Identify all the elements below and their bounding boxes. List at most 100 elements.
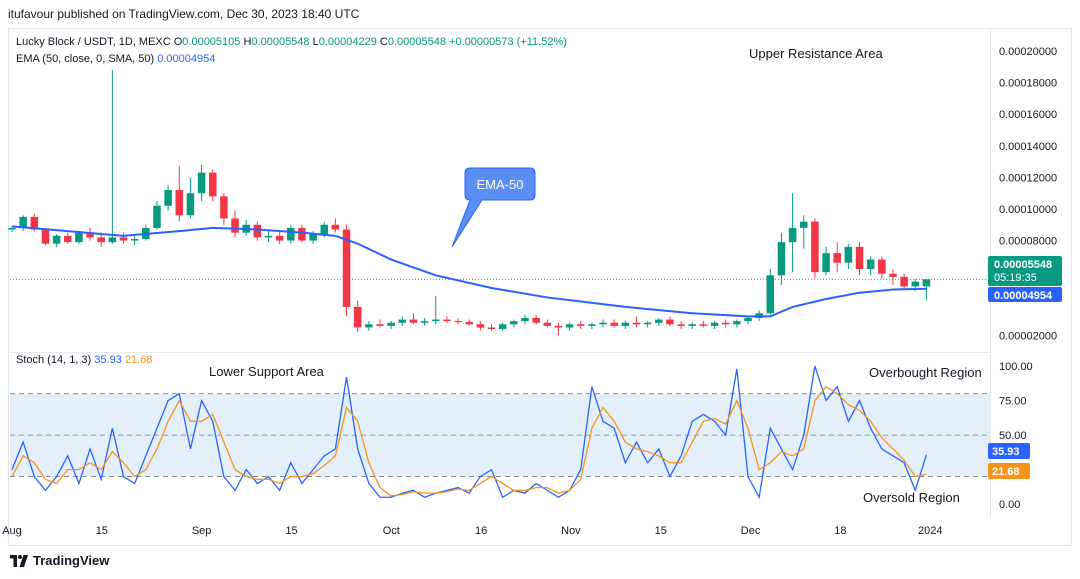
time-tick-label: Nov bbox=[561, 525, 581, 537]
ema-line bbox=[11, 225, 927, 318]
time-tick-label: 16 bbox=[475, 525, 487, 537]
candle-body bbox=[365, 324, 373, 328]
candle-body bbox=[97, 237, 105, 243]
candle-body bbox=[331, 224, 340, 230]
price-badge bbox=[988, 256, 1062, 286]
time-tick-label: 15 bbox=[96, 525, 108, 537]
stoch-band-group bbox=[10, 393, 990, 477]
candle-body bbox=[409, 319, 418, 323]
candle-body bbox=[855, 246, 864, 269]
candle-body bbox=[454, 321, 462, 323]
candle-body bbox=[264, 235, 273, 238]
time-tick-label: Dec bbox=[741, 525, 761, 537]
stoch-legend: Stoch (14, 1, 3) 35.93 21.68 bbox=[16, 354, 152, 366]
stoch-k-value: 35.93 bbox=[94, 354, 122, 366]
candle-body bbox=[387, 322, 395, 326]
candle-body bbox=[744, 317, 752, 322]
candle-body bbox=[610, 322, 618, 326]
candle-body bbox=[298, 227, 306, 241]
candle-body bbox=[208, 172, 217, 197]
candle-body bbox=[420, 321, 429, 323]
candle-body bbox=[699, 324, 708, 326]
candle-body bbox=[911, 281, 920, 287]
candle-body bbox=[164, 190, 172, 206]
time-tick-label: 2024 bbox=[918, 525, 942, 537]
ema-badge-value: 0.00004954 bbox=[994, 290, 1053, 302]
oversold-label: Oversold Region bbox=[863, 490, 960, 505]
price-tick-label: 0.00018000 bbox=[999, 78, 1057, 90]
time-tick-label: Oct bbox=[383, 525, 400, 537]
overbought-label: Overbought Region bbox=[869, 365, 982, 380]
price-tick-label: 0.00016000 bbox=[999, 109, 1057, 121]
ema-legend: EMA (50, close, 0, SMA, 50) 0.00004954 bbox=[16, 53, 215, 65]
candle-body bbox=[721, 322, 730, 325]
candle-body bbox=[287, 227, 295, 241]
candle-body bbox=[900, 276, 908, 287]
price-tick-label: 0.00010000 bbox=[999, 204, 1057, 216]
candle-body bbox=[52, 235, 61, 244]
candle-body bbox=[844, 246, 853, 263]
candle-body bbox=[889, 273, 897, 277]
upper-resistance-label: Upper Resistance Area bbox=[749, 46, 883, 61]
candle-body bbox=[688, 324, 697, 326]
candle-body bbox=[655, 319, 663, 323]
candle-body bbox=[833, 253, 841, 263]
candle-body bbox=[86, 232, 94, 238]
candle-body bbox=[231, 218, 239, 233]
candle-body bbox=[498, 324, 507, 330]
candle-body bbox=[532, 317, 540, 323]
chart-frame bbox=[8, 28, 1072, 546]
ema-callout-label: EMA-50 bbox=[477, 177, 524, 192]
tradingview-brand-label: TradingView bbox=[33, 553, 110, 568]
price-legend: Lucky Block / USDT, 1D, MEXC O0.00005105… bbox=[16, 36, 567, 48]
low-value: 0.00004229 bbox=[318, 36, 377, 48]
candle-body bbox=[253, 224, 262, 238]
candle-body bbox=[588, 324, 596, 326]
candle-body bbox=[75, 232, 83, 243]
stoch-tick-label: 75.00 bbox=[999, 396, 1027, 408]
stoch-d-value: 21.68 bbox=[124, 354, 153, 366]
stoch-k-badge-value: 35.93 bbox=[992, 446, 1020, 458]
price-tick-label: 0.00008000 bbox=[999, 236, 1057, 248]
open-label: O bbox=[173, 36, 183, 48]
low-label: L bbox=[312, 36, 319, 48]
candle-body bbox=[376, 324, 384, 326]
change-value: +0.00000573 (+11.52%) bbox=[449, 36, 567, 48]
stoch-k-line bbox=[11, 365, 928, 500]
open-value: 0.00005105 bbox=[182, 36, 241, 48]
candle-body bbox=[565, 324, 574, 328]
candle-body bbox=[866, 259, 875, 269]
candle-body bbox=[30, 216, 39, 230]
ema-legend-value: 0.00004954 bbox=[157, 53, 216, 65]
ema-callout-bubble bbox=[451, 167, 536, 248]
pane-separator bbox=[10, 352, 990, 353]
price-tick-label: 0.00020000 bbox=[999, 46, 1057, 58]
tradingview-brand[interactable]: TradingView bbox=[10, 553, 109, 568]
candle-body bbox=[710, 322, 719, 326]
time-tick-label: 15 bbox=[285, 525, 297, 537]
candle-body bbox=[632, 322, 641, 325]
candle-body bbox=[41, 229, 50, 244]
candle-body bbox=[476, 324, 485, 328]
candle-body bbox=[309, 234, 317, 241]
high-label: H bbox=[243, 36, 252, 48]
close-value: 0.00005548 bbox=[387, 36, 446, 48]
price-pane bbox=[8, 69, 990, 336]
candle-body bbox=[777, 242, 786, 276]
candle-body bbox=[175, 190, 184, 216]
candle-body bbox=[130, 238, 139, 241]
candle-body bbox=[766, 275, 775, 314]
candle-body bbox=[342, 229, 351, 307]
tradingview-logo-icon bbox=[10, 554, 28, 567]
high-value: 0.00005548 bbox=[251, 36, 310, 48]
candle-body bbox=[510, 321, 518, 325]
candle-body bbox=[922, 279, 931, 287]
candle-body bbox=[621, 322, 630, 326]
candle-body bbox=[197, 172, 206, 194]
candle-body bbox=[733, 321, 741, 325]
stoch-legend-label: Stoch (14, 1, 3) bbox=[16, 354, 92, 366]
candle-body bbox=[353, 306, 362, 328]
candle-body bbox=[643, 322, 652, 325]
candle-body bbox=[275, 235, 284, 241]
